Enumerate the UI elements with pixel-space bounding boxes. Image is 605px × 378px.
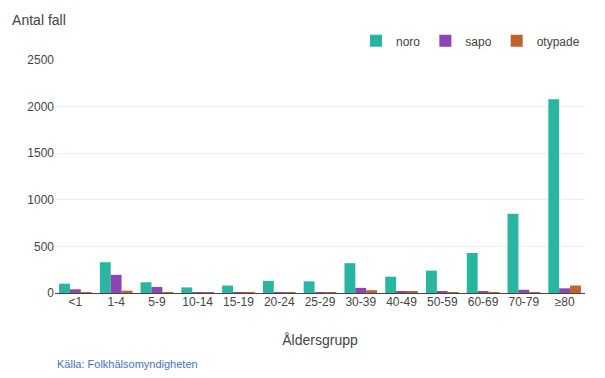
svg-text:Källa: Folkhälsomyndigheten: Källa: Folkhälsomyndigheten <box>57 358 198 370</box>
svg-text:5-9: 5-9 <box>148 295 166 309</box>
svg-text:70-79: 70-79 <box>508 295 539 309</box>
svg-text:25-29: 25-29 <box>305 295 336 309</box>
svg-text:40-49: 40-49 <box>386 295 417 309</box>
svg-text:15-19: 15-19 <box>223 295 254 309</box>
svg-text:1000: 1000 <box>27 193 54 207</box>
svg-text:Åldersgrupp: Åldersgrupp <box>282 332 358 348</box>
svg-text:Antal fall: Antal fall <box>12 12 66 28</box>
svg-text:500: 500 <box>34 240 54 254</box>
svg-text:50-59: 50-59 <box>427 295 458 309</box>
svg-text:otypade: otypade <box>537 35 580 49</box>
svg-text:0: 0 <box>47 286 54 300</box>
svg-text:30-39: 30-39 <box>345 295 376 309</box>
svg-text:2500: 2500 <box>27 53 54 67</box>
svg-text:2000: 2000 <box>27 100 54 114</box>
svg-text:<1: <1 <box>69 295 83 309</box>
svg-text:noro: noro <box>396 35 420 49</box>
svg-text:sapo: sapo <box>465 35 491 49</box>
svg-text:10-14: 10-14 <box>182 295 213 309</box>
svg-text:60-69: 60-69 <box>468 295 499 309</box>
svg-text:20-24: 20-24 <box>264 295 295 309</box>
svg-text:≥80: ≥80 <box>555 295 575 309</box>
svg-text:1500: 1500 <box>27 146 54 160</box>
svg-text:1-4: 1-4 <box>107 295 125 309</box>
